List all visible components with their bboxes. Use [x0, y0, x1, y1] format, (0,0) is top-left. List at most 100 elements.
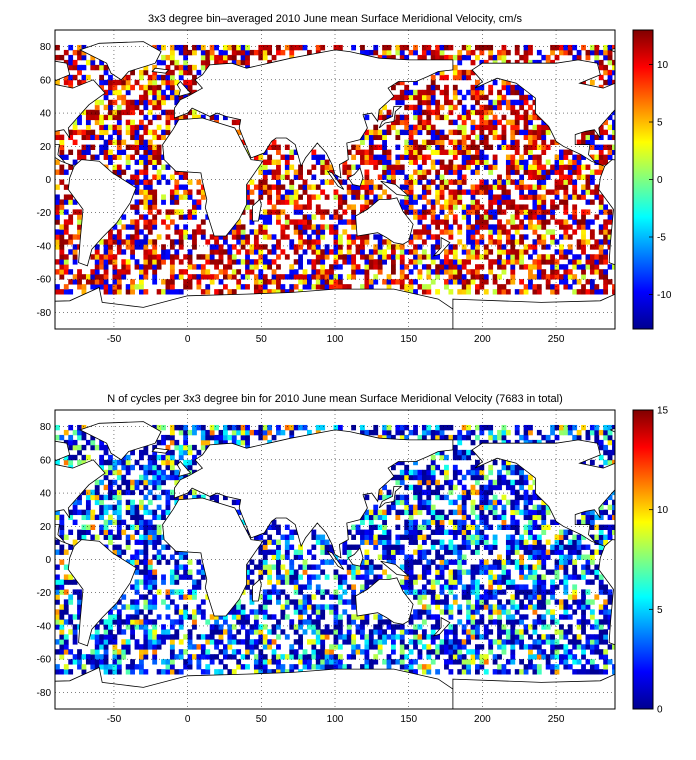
bin-cell: [174, 564, 180, 570]
bin-cell: [594, 49, 600, 56]
bin-cell: [576, 669, 582, 675]
bin-cell: [368, 144, 374, 150]
bin-cell: [470, 129, 476, 136]
bin-cell: [205, 289, 211, 295]
bin-cell: [514, 99, 520, 106]
bin-cell: [258, 274, 264, 280]
bin-cell: [408, 174, 414, 180]
bin-cell: [55, 549, 60, 555]
bin-cell: [227, 44, 233, 51]
bin-cell: [342, 159, 348, 165]
bin-cell: [196, 44, 202, 51]
bin-cell: [245, 264, 250, 270]
bin-cell: [147, 179, 153, 185]
bin-cell: [200, 634, 206, 640]
bin-cell: [585, 554, 591, 560]
bin-cell: [413, 624, 418, 630]
bin-cell: [404, 154, 410, 160]
bin-cell: [497, 564, 502, 570]
bin-cell: [262, 159, 268, 165]
bin-cell: [161, 164, 166, 170]
bin-cell: [236, 629, 242, 635]
bin-cell: [603, 229, 609, 235]
bin-cell: [183, 254, 189, 260]
bin-cell: [355, 569, 361, 575]
bin-cell: [364, 639, 370, 645]
bin-cell: [475, 534, 480, 540]
bin-cell: [108, 254, 113, 260]
bin-cell: [598, 289, 604, 295]
bin-cell: [351, 594, 357, 600]
bin-cell: [607, 149, 613, 155]
bin-cell: [497, 584, 502, 590]
bin-cell: [585, 519, 591, 526]
bin-cell: [479, 594, 485, 600]
bin-cell: [528, 589, 533, 595]
bin-cell: [130, 619, 135, 625]
bin-cell: [452, 94, 458, 101]
bin-cell: [439, 149, 445, 155]
bin-cell: [315, 619, 321, 625]
bin-cell: [404, 94, 410, 101]
bin-cell: [108, 84, 113, 91]
bin-cell: [505, 534, 511, 540]
bin-cell: [514, 124, 520, 131]
bin-cell: [488, 509, 494, 516]
bin-cell: [567, 539, 573, 545]
bin-cell: [444, 284, 449, 290]
bin-cell: [452, 624, 458, 630]
bin-cell: [598, 204, 604, 210]
bin-cell: [121, 639, 127, 645]
bin-cell: [572, 644, 578, 650]
bin-cell: [112, 519, 118, 526]
bin-cell: [421, 539, 427, 545]
bin-cell: [147, 574, 153, 580]
bin-cell: [77, 119, 82, 126]
bin-cell: [563, 154, 569, 160]
bin-cell: [373, 274, 379, 280]
bin-cell: [298, 169, 303, 175]
bin-cell: [324, 559, 330, 565]
bin-cell: [271, 144, 277, 150]
bin-cell: [165, 124, 171, 131]
bin-cell: [183, 604, 189, 610]
bin-cell: [399, 639, 405, 645]
bin-cell: [536, 579, 542, 585]
bin-cell: [165, 509, 171, 516]
bin-cell: [470, 49, 476, 56]
bin-cell: [421, 264, 427, 270]
bin-cell: [377, 644, 383, 650]
bin-cell: [572, 229, 578, 235]
bin-cell: [192, 584, 197, 590]
bin-cell: [452, 629, 458, 635]
bin-cell: [147, 264, 153, 270]
bin-cell: [139, 74, 144, 81]
bin-cell: [426, 254, 432, 260]
bin-cell: [205, 664, 211, 670]
y-tick-label: 0: [45, 175, 51, 186]
bin-cell: [293, 569, 299, 575]
bin-cell: [355, 184, 361, 190]
bin-cell: [417, 149, 423, 155]
bin-cell: [452, 119, 458, 126]
bin-cell: [276, 529, 281, 535]
bin-cell: [63, 574, 69, 580]
bin-cell: [417, 99, 423, 106]
bin-cell: [492, 639, 498, 645]
bin-cell: [165, 589, 171, 595]
bin-cell: [466, 239, 471, 245]
bin-cell: [421, 584, 427, 590]
bin-cell: [563, 574, 569, 580]
bin-cell: [174, 209, 180, 215]
bin-cell: [479, 59, 485, 66]
bin-cell: [143, 519, 149, 526]
bin-cell: [457, 519, 463, 526]
bin-cell: [408, 189, 414, 195]
bin-cell: [55, 599, 60, 605]
bin-cell: [223, 234, 228, 240]
bin-cell: [337, 599, 343, 605]
bin-cell: [368, 659, 374, 665]
bin-cell: [63, 259, 69, 265]
bin-cell: [121, 139, 127, 146]
bin-cell: [457, 69, 463, 76]
